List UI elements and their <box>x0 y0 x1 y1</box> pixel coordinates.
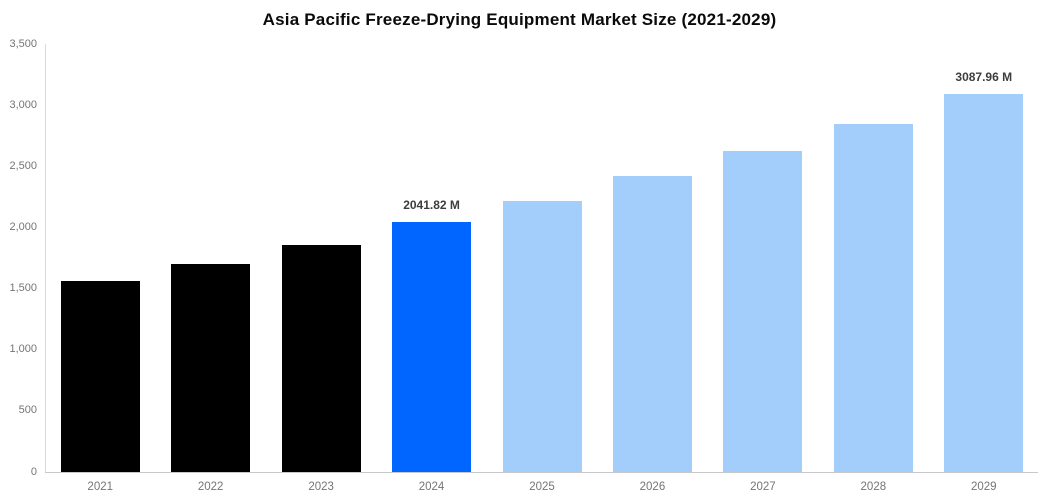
y-axis-tick-label: 2,000 <box>9 220 37 233</box>
bar-2022[interactable] <box>171 264 251 472</box>
y-axis-tick-label: 1,500 <box>9 282 37 295</box>
x-axis-baseline <box>45 471 1038 473</box>
x-axis-label-2025: 2025 <box>529 481 555 493</box>
x-axis-label-2027: 2027 <box>750 481 776 493</box>
bar-2025[interactable] <box>502 200 582 472</box>
data-label-2024: 2041.82 M <box>403 198 460 213</box>
x-axis-label-2028: 2028 <box>860 481 887 493</box>
bar-2027[interactable] <box>723 151 803 472</box>
x-axis-label-2021: 2021 <box>87 481 114 493</box>
y-axis-tick-label: 1,000 <box>9 343 37 356</box>
bar-2028[interactable] <box>833 124 913 472</box>
y-axis-line <box>45 44 46 472</box>
bar-2021[interactable] <box>60 281 140 472</box>
x-axis-label-2026: 2026 <box>639 481 666 493</box>
bar-2029[interactable] <box>944 94 1024 472</box>
y-axis-tick-label: 2,500 <box>9 159 37 172</box>
x-axis-label-2023: 2023 <box>308 481 334 493</box>
x-axis-label-2024: 2024 <box>418 481 445 493</box>
data-label-2029: 3087.96 M <box>955 70 1013 85</box>
chart-title: Asia Pacific Freeze-Drying Equipment Mar… <box>262 10 777 29</box>
bar-2023[interactable] <box>281 244 361 472</box>
bar-2026[interactable] <box>612 176 692 472</box>
y-axis-tick-label: 3,500 <box>9 37 37 50</box>
x-axis-label-2029: 2029 <box>970 481 997 493</box>
y-axis-tick-label: 3,000 <box>9 98 37 111</box>
y-axis-tick-label: 0 <box>30 465 37 478</box>
x-axis-label-2022: 2022 <box>197 481 224 493</box>
bar-2024[interactable] <box>392 222 472 472</box>
y-axis-tick-label: 500 <box>18 404 37 417</box>
